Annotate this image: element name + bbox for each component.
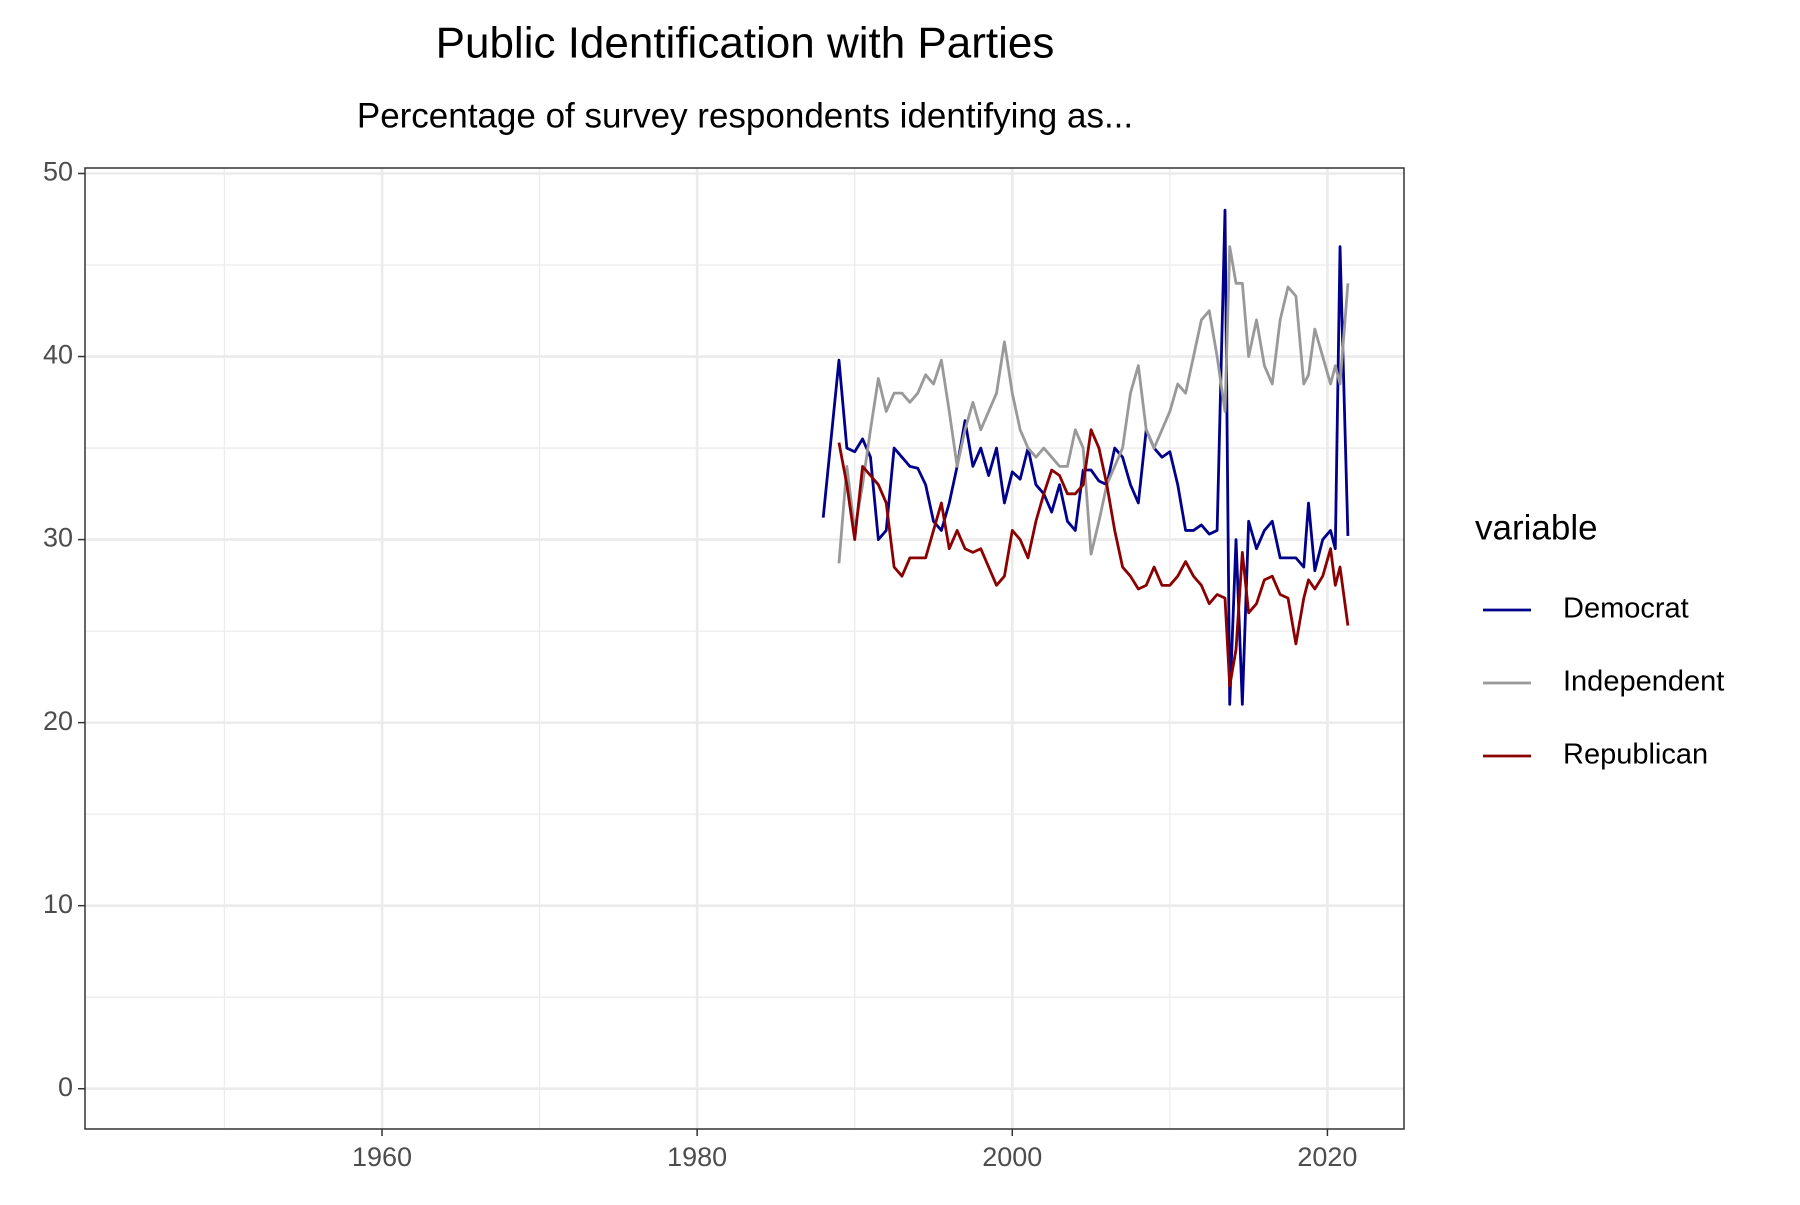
line-series (837, 428, 1350, 688)
y-tick-label: 0 (58, 1072, 73, 1102)
x-tick-label: 2020 (1297, 1142, 1357, 1172)
legend-title: variable (1475, 508, 1598, 547)
x-tick-label: 1960 (352, 1142, 412, 1172)
y-tick-label: 10 (43, 889, 73, 919)
chart-title: Public Identification with Parties (436, 19, 1055, 68)
y-tick-label: 20 (43, 706, 73, 736)
y-tick-label: 40 (43, 340, 73, 370)
x-tick-label: 1980 (667, 1142, 727, 1172)
y-tick-label: 30 (43, 523, 73, 553)
line-series (837, 245, 1350, 564)
y-tick-label: 50 (43, 157, 73, 187)
chart-subtitle: Percentage of survey respondents identif… (357, 96, 1133, 135)
plot-border (84, 167, 1405, 1130)
legend-label: Independent (1563, 666, 1724, 698)
x-tick-label: 2000 (982, 1142, 1042, 1172)
line-series (821, 208, 1350, 706)
legend-label: Republican (1563, 739, 1708, 771)
legend-label: Democrat (1563, 593, 1689, 625)
